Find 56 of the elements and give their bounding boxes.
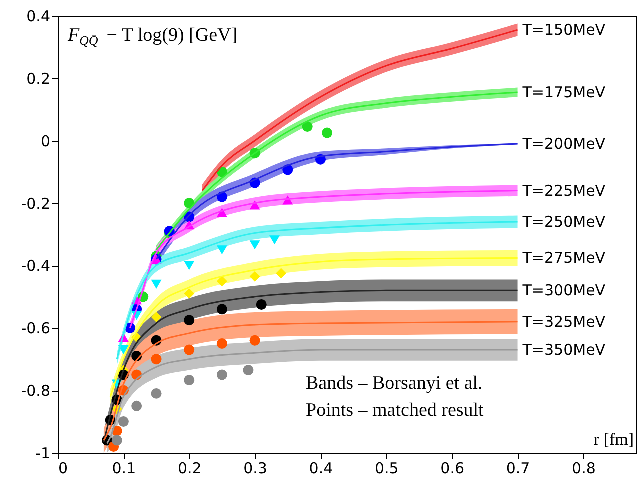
series-label: T=225MeV: [522, 182, 606, 200]
point: [302, 122, 313, 132]
y-tick-label: 0.2: [26, 70, 50, 88]
x-tick-label: 0.7: [506, 460, 530, 478]
point: [250, 240, 260, 250]
point: [216, 370, 228, 380]
point: [270, 236, 280, 245]
y-tick-label: 0: [40, 132, 50, 150]
x-tick-label: 0.2: [178, 460, 202, 478]
x-tick-label: 0.8: [572, 460, 596, 478]
point: [216, 338, 228, 349]
point: [118, 416, 129, 428]
y-tick-label: 0.4: [26, 8, 50, 26]
point: [132, 400, 142, 412]
y-tick-label: -0.2: [21, 194, 50, 213]
x-tick-label: 0.3: [244, 460, 268, 478]
point: [184, 288, 195, 300]
point: [184, 344, 195, 356]
x-axis-title: r [fm]: [594, 430, 634, 449]
y-tick-label: -0.8: [21, 382, 50, 400]
point: [184, 261, 195, 270]
point: [276, 268, 287, 279]
point: [151, 280, 162, 289]
point: [151, 312, 162, 322]
x-tick-label: 0.6: [440, 460, 465, 478]
point: [250, 335, 260, 346]
series-label: T=150MeV: [522, 21, 606, 40]
x-tick-label: 0.5: [374, 460, 399, 478]
series-label: T=325MeV: [522, 312, 606, 331]
series-label: T=250MeV: [522, 213, 606, 232]
point: [216, 276, 228, 287]
point: [184, 375, 195, 386]
point: [184, 315, 195, 326]
y-tick-label: -0.4: [21, 257, 50, 276]
x-tick-label: 0.4: [309, 460, 334, 478]
point: [216, 304, 228, 315]
point: [151, 354, 162, 365]
y-tick-label: -0.6: [21, 320, 50, 338]
series-label: T=200MeV: [522, 134, 606, 153]
point: [322, 128, 333, 138]
annotation: Points – matched result: [306, 400, 485, 421]
series-label: T=175MeV: [522, 83, 606, 102]
series-label: T=275MeV: [522, 249, 606, 268]
point: [216, 246, 228, 255]
point: [151, 388, 162, 399]
y-tick-label: -1: [36, 444, 50, 462]
point: [256, 300, 267, 310]
point: [243, 365, 254, 376]
point: [112, 435, 122, 446]
x-tick-label: 0.1: [112, 460, 136, 478]
annotation: Bands – Borsanyi et al.: [306, 373, 483, 394]
point: [118, 345, 129, 355]
series-label: T=350MeV: [522, 340, 606, 359]
point: [250, 271, 260, 282]
series-label: T=300MeV: [522, 282, 606, 300]
x-tick-label: 0: [58, 460, 68, 478]
